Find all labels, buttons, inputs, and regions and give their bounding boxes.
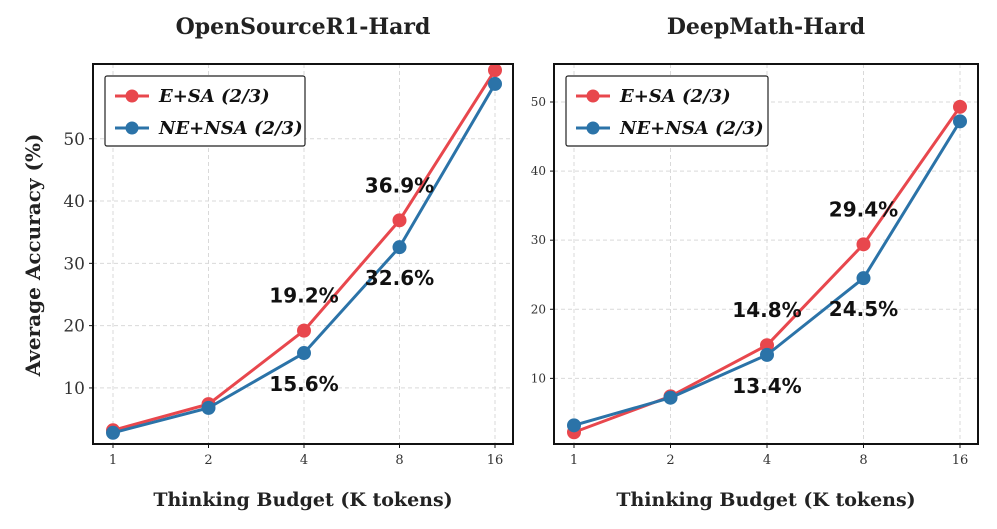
- chart-title-left: OpenSourceR1-Hard: [176, 14, 431, 40]
- data-point: [297, 346, 311, 361]
- y-tick-label: 20: [63, 317, 85, 337]
- chart-title-right: DeepMath-Hard: [667, 14, 865, 40]
- legend-box: [104, 75, 306, 147]
- data-point: [392, 240, 407, 255]
- x-tick-label: 2: [666, 453, 674, 468]
- plot-frame: [92, 63, 514, 445]
- x-tick-label: 4: [300, 453, 308, 468]
- x-tick-label: 2: [204, 453, 212, 468]
- data-label: 15.6%: [269, 372, 338, 396]
- x-tick-label: 8: [859, 453, 867, 468]
- x-tick-label: 8: [395, 453, 403, 468]
- plot-area-right: 10 20 30 40 50 1 2 4 8 16 14.8% 29.4% 13.4% 24.5% E+SA…: [531, 63, 979, 468]
- legend-label: NE+NSA (2/3): [619, 118, 764, 139]
- plot-area-left: 10 20 30 40 50 1 2 4 8 16 19.2% 36.9% 15.6% 32.6% E+SA…: [63, 63, 514, 468]
- data-point: [567, 418, 581, 433]
- legend-marker: [586, 121, 600, 135]
- legend-label: NE+NSA (2/3): [158, 118, 303, 139]
- legend-label: E+SA (2/3): [158, 86, 270, 107]
- x-tick-label: 16: [952, 453, 969, 468]
- y-tick-label: 50: [63, 130, 85, 150]
- chart-panel-right: DeepMath-Hard Thinking Budget (K tokens)…: [531, 14, 979, 511]
- x-tick-label: 4: [763, 453, 771, 468]
- data-point: [488, 76, 502, 91]
- legend-box: [565, 75, 769, 147]
- y-tick-label: 10: [63, 379, 85, 399]
- data-label: 32.6%: [365, 266, 434, 290]
- data-point: [856, 237, 871, 252]
- y-tick-label: 20: [531, 302, 546, 316]
- data-point: [392, 213, 407, 228]
- data-label: 24.5%: [829, 297, 898, 321]
- y-tick-label: 40: [63, 192, 85, 212]
- legend-marker: [125, 121, 139, 135]
- y-tick-label: 10: [531, 371, 546, 385]
- x-tick-label: 1: [109, 453, 117, 468]
- data-label: 36.9%: [365, 173, 434, 197]
- y-tick-label: 40: [531, 164, 546, 178]
- x-tick-label: 16: [487, 453, 504, 468]
- legend-marker: [125, 89, 139, 103]
- data-label: 29.4%: [829, 197, 898, 221]
- data-point: [760, 347, 774, 362]
- data-label: 14.8%: [732, 298, 801, 322]
- data-point: [201, 400, 216, 415]
- data-point: [663, 390, 678, 405]
- legend-marker: [586, 89, 600, 103]
- x-axis-label-left: Thinking Budget (K tokens): [153, 489, 452, 511]
- y-axis-label-left: Average Accuracy (%): [21, 134, 45, 378]
- data-point: [953, 114, 967, 129]
- y-tick-label: 30: [63, 254, 85, 274]
- legend-label: E+SA (2/3): [619, 86, 731, 107]
- data-label: 19.2%: [269, 284, 338, 308]
- data-label: 13.4%: [732, 374, 801, 398]
- data-point: [856, 271, 871, 286]
- y-tick-label: 30: [531, 233, 546, 247]
- data-point: [106, 425, 120, 440]
- plot-frame: [553, 63, 979, 445]
- data-point: [488, 63, 502, 78]
- y-tick-label: 50: [531, 95, 546, 109]
- x-tick-label: 1: [570, 453, 578, 468]
- x-axis-label-right: Thinking Budget (K tokens): [616, 489, 915, 511]
- data-point: [297, 323, 311, 338]
- data-point: [953, 99, 967, 114]
- chart-panel-left: OpenSourceR1-Hard Average Accuracy (%) T…: [21, 14, 514, 511]
